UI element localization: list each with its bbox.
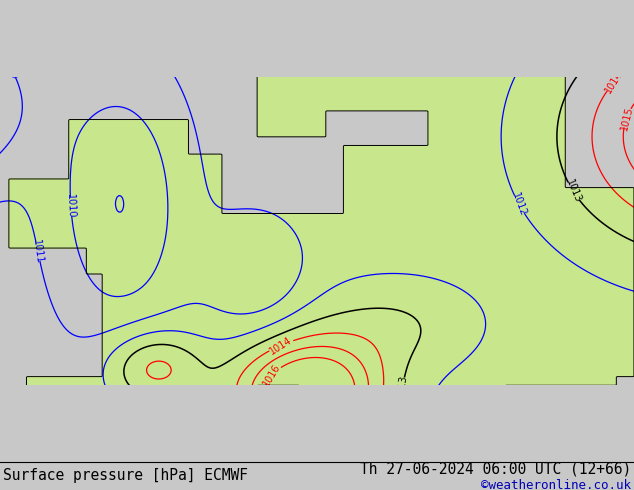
Text: 1013: 1013 — [564, 178, 583, 204]
Text: 1010: 1010 — [65, 194, 77, 219]
Text: 1013: 1013 — [396, 374, 409, 400]
Text: 1014: 1014 — [604, 69, 625, 96]
Text: Surface pressure [hPa] ECMWF: Surface pressure [hPa] ECMWF — [3, 468, 248, 483]
Text: 1012: 1012 — [417, 396, 434, 423]
Text: 1010: 1010 — [1, 55, 20, 81]
Text: 1016: 1016 — [261, 362, 283, 388]
Text: 1015: 1015 — [353, 397, 371, 424]
Text: 1014: 1014 — [268, 335, 294, 356]
Text: Th 27-06-2024 06:00 UTC (12+66): Th 27-06-2024 06:00 UTC (12+66) — [359, 462, 631, 476]
Text: 1015: 1015 — [619, 105, 634, 131]
Text: 1011: 1011 — [31, 239, 44, 265]
Text: 1012: 1012 — [510, 191, 528, 218]
Text: ©weatheronline.co.uk: ©weatheronline.co.uk — [481, 479, 631, 490]
